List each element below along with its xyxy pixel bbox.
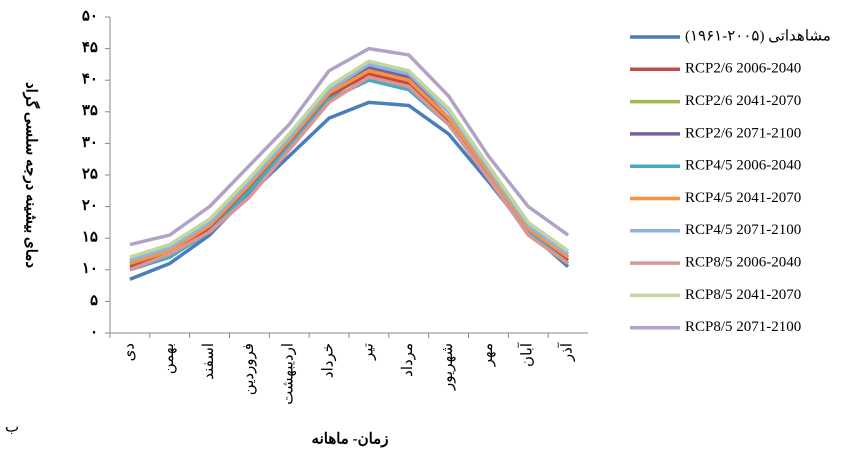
y-tick-label: ۵۰ [82, 8, 98, 24]
x-tick-label: خرداد [321, 343, 337, 378]
y-tick-label: ۵ [90, 293, 98, 309]
x-tick-label: اسفند [201, 343, 217, 380]
legend-label: RCP2/6 2006-2040 [685, 61, 801, 77]
legend-label: مشاهداتی (۲۰۰۵-۱۹۶۱) [685, 28, 831, 44]
y-tick-label: ۳۵ [82, 103, 98, 119]
series-line [129, 46, 570, 247]
x-tick-label: آبان [518, 342, 536, 367]
x-tick-label: اردیبهشت [281, 343, 297, 405]
legend-label: RCP4/5 2006-2040 [685, 158, 801, 174]
y-tick-label: ۴۵ [82, 40, 98, 56]
series-line [129, 75, 570, 272]
y-tick-label: ۱۵ [82, 230, 98, 246]
legend-label: RCP4/5 2071-2100 [685, 222, 801, 238]
y-tick-label: ۱۰ [82, 261, 98, 277]
x-tick-label: شهریور [440, 343, 456, 391]
series-line [129, 59, 570, 259]
x-tick-label: مهر [480, 343, 496, 367]
series-line [129, 68, 570, 266]
x-tick-label: فروردین [241, 343, 257, 395]
x-tick-label: دی [121, 343, 137, 361]
legend-label: RCP8/5 2071-2100 [685, 319, 801, 335]
y-tick-label: ۴۰ [82, 72, 98, 88]
x-tick-label: مرداد [400, 343, 416, 377]
legend-label: RCP8/5 2041-2070 [685, 287, 801, 303]
series-line [129, 62, 570, 262]
y-tick-label: ۳۰ [82, 135, 98, 151]
legend-label: RCP2/6 2041-2070 [685, 93, 801, 109]
panel-label: ب [5, 419, 19, 435]
x-tick-label: تیر [360, 343, 376, 361]
legend-label: RCP8/5 2006-2040 [685, 255, 801, 271]
y-tick-label: ٠ [90, 324, 98, 340]
x-axis-title: زمان- ماهانه [312, 431, 389, 447]
legend-label: RCP2/6 2071-2100 [685, 125, 801, 141]
y-axis-title: دمای بیشینه درجه سلسی گراد [23, 82, 41, 268]
y-tick-label: ۲۰ [82, 198, 98, 214]
legend-label: RCP4/5 2041-2070 [685, 190, 801, 206]
x-tick-label: آذر [558, 342, 576, 362]
y-tick-label: ۲۵ [82, 166, 98, 182]
x-tick-label: بهمن [161, 343, 177, 374]
